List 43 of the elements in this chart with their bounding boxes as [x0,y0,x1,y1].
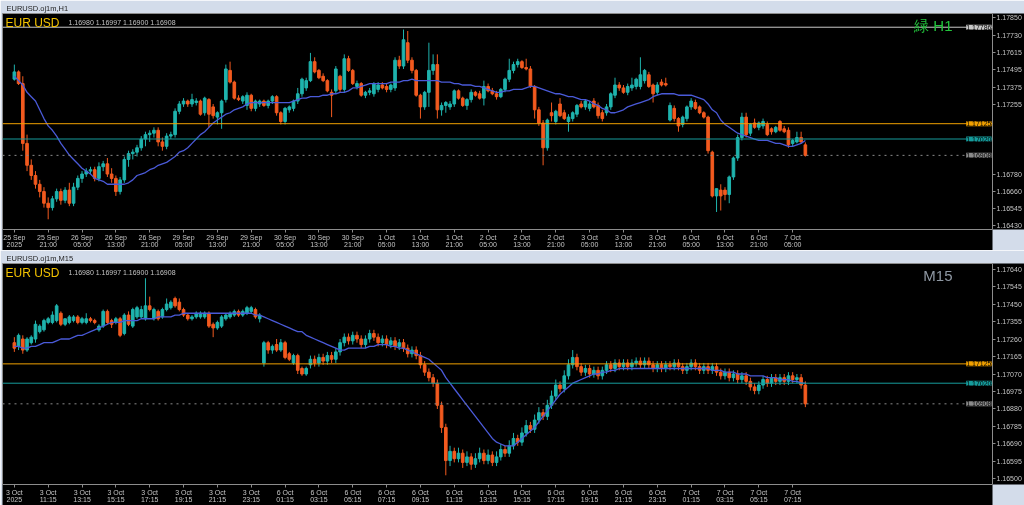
candlestick [486,449,490,465]
candlestick [714,188,719,213]
candlestick [300,77,304,98]
candlestick [393,336,397,351]
candlestick [638,56,643,90]
candlestick [42,186,46,209]
candlestick [190,93,194,108]
candlestick [135,144,139,158]
candlestick [190,314,194,322]
candlestick [558,380,562,393]
candlestick [549,102,554,122]
candlestick [283,340,287,360]
candlestick [558,97,562,118]
candlestick [105,157,110,178]
candlestick [355,331,359,344]
candlestick [668,102,672,122]
candlestick [80,170,84,184]
candlestick [101,309,105,329]
candlestick [795,373,799,384]
candlestick [122,312,127,336]
candlestick [427,42,431,108]
candlestick [630,77,634,92]
candlestick [334,65,338,95]
candlestick [448,445,452,467]
candlestick [744,112,748,139]
candlestick [503,445,507,458]
candlestick [207,97,211,128]
text: M15 [923,266,953,284]
candlestick [372,329,376,342]
candlestick [528,65,533,89]
candlestick [152,126,156,139]
candlestick [723,186,727,201]
candlestick [482,80,486,106]
candlestick [262,340,266,368]
annotation: EUR USD [5,15,60,30]
candlestick [465,450,469,467]
candlestick [67,182,72,207]
candlestick [718,183,723,212]
candlestick [54,303,59,323]
candlestick [173,107,177,139]
candlestick [97,161,101,182]
candlestick [562,369,567,393]
annotation: EUR USD [5,265,60,280]
